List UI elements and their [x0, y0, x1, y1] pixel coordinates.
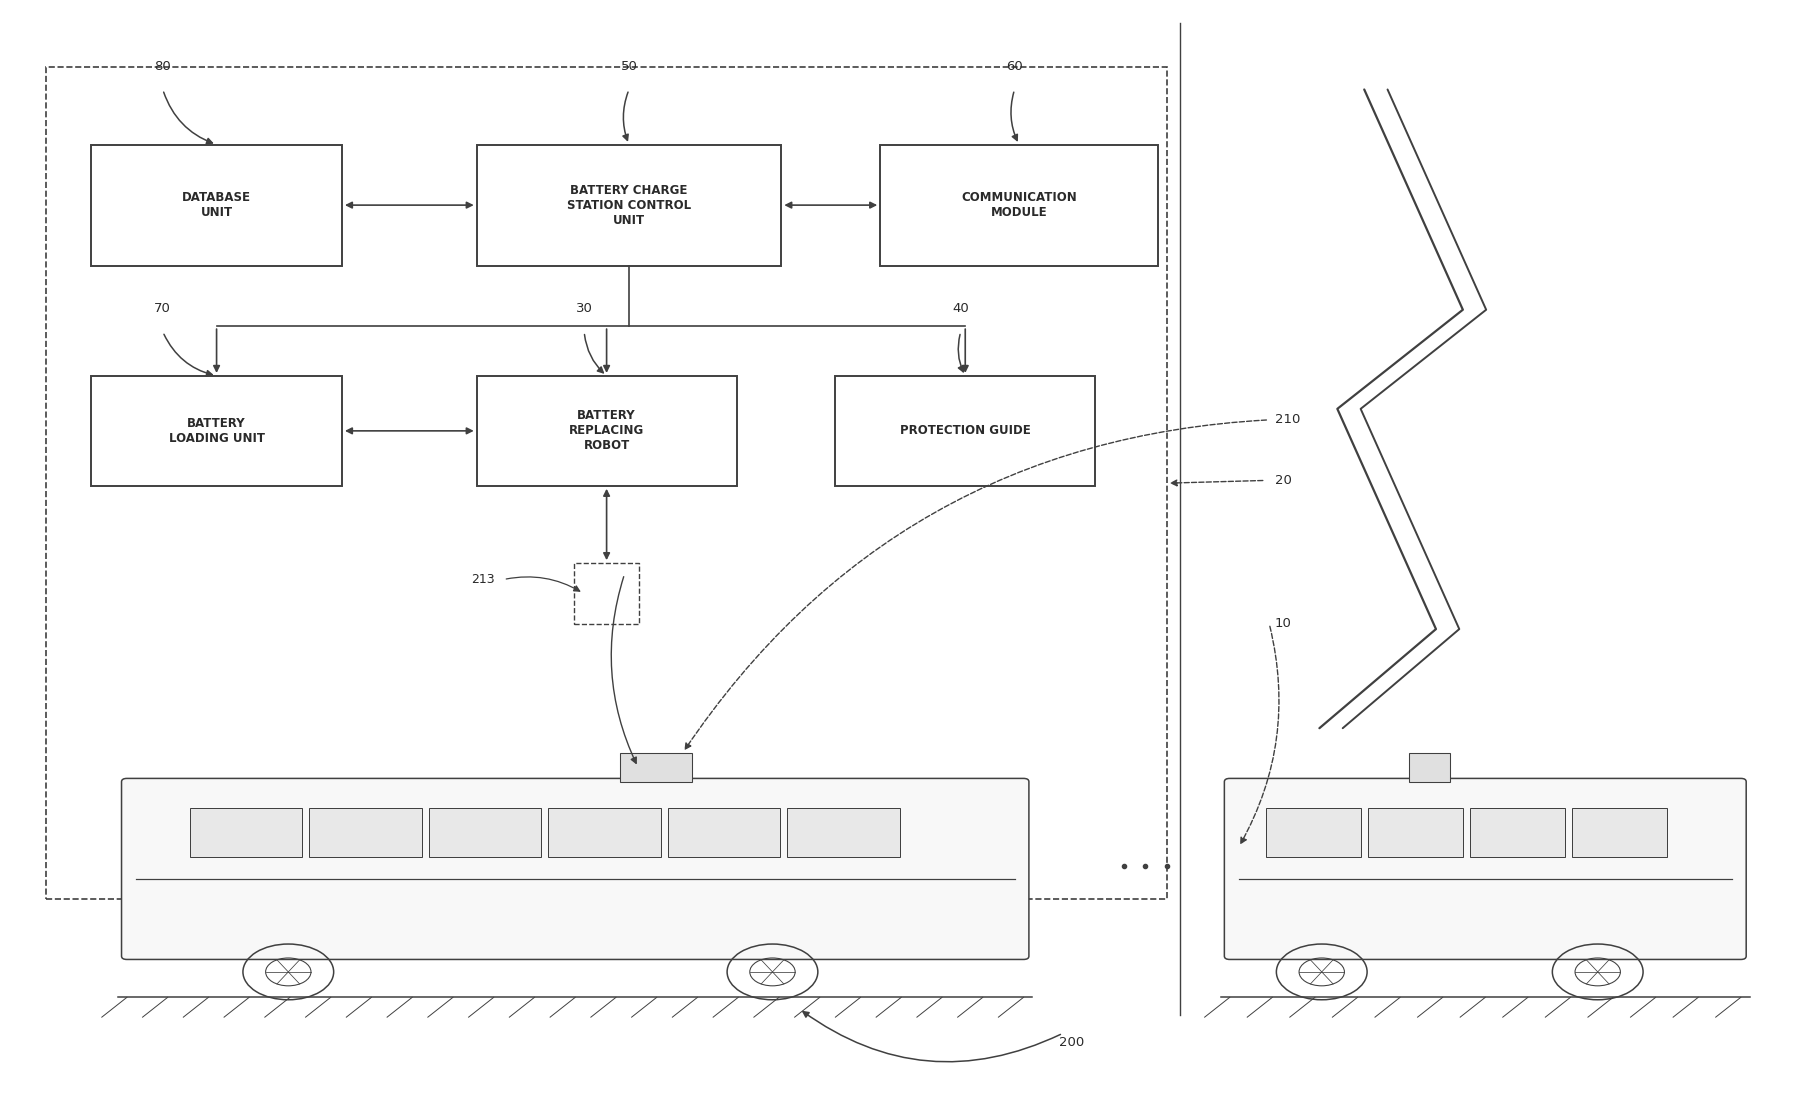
Bar: [92, 145, 341, 266]
Bar: [787, 808, 900, 857]
Bar: [47, 67, 1167, 899]
Bar: [92, 375, 341, 486]
Bar: [668, 808, 779, 857]
Bar: [1408, 753, 1449, 782]
Text: BATTERY
REPLACING
ROBOT: BATTERY REPLACING ROBOT: [569, 410, 645, 453]
Text: 30: 30: [577, 302, 593, 316]
Bar: [880, 145, 1158, 266]
Bar: [620, 753, 691, 782]
FancyBboxPatch shape: [1225, 778, 1746, 959]
Text: 40: 40: [952, 302, 970, 316]
Text: 60: 60: [1006, 60, 1024, 73]
Text: PROTECTION GUIDE: PROTECTION GUIDE: [900, 424, 1031, 437]
Bar: [476, 145, 781, 266]
Text: 200: 200: [1060, 1036, 1085, 1049]
Text: 210: 210: [1275, 413, 1300, 426]
Bar: [309, 808, 422, 857]
Bar: [1369, 808, 1462, 857]
Text: BATTERY
LOADING UNIT: BATTERY LOADING UNIT: [169, 417, 264, 445]
Bar: [1572, 808, 1667, 857]
Text: BATTERY CHARGE
STATION CONTROL
UNIT: BATTERY CHARGE STATION CONTROL UNIT: [568, 183, 691, 226]
Bar: [1266, 808, 1361, 857]
Bar: [835, 375, 1096, 486]
Text: 213: 213: [471, 573, 494, 586]
Bar: [575, 563, 639, 624]
Text: 10: 10: [1275, 617, 1291, 630]
Text: 70: 70: [154, 302, 171, 316]
Text: DATABASE
UNIT: DATABASE UNIT: [181, 191, 251, 219]
Text: COMMUNICATION
MODULE: COMMUNICATION MODULE: [961, 191, 1078, 219]
Bar: [429, 808, 541, 857]
Text: 50: 50: [621, 60, 638, 73]
Bar: [476, 375, 736, 486]
Bar: [190, 808, 302, 857]
Bar: [548, 808, 661, 857]
Text: 80: 80: [154, 60, 171, 73]
FancyBboxPatch shape: [122, 778, 1029, 959]
Bar: [1469, 808, 1564, 857]
Text: 20: 20: [1275, 474, 1291, 487]
